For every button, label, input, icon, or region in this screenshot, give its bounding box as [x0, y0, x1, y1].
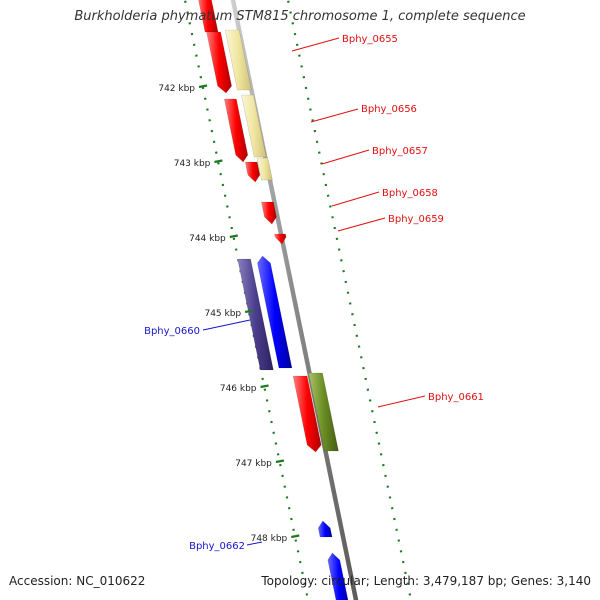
gene-labels: Bphy_0655 Bphy_0656 Bphy_0657 Bphy_0658 Bphy… [144, 34, 484, 552]
gene-features [198, 0, 350, 600]
tick-label: 747 kbp [235, 459, 272, 469]
backbone-line [230, 0, 359, 600]
gene-leader-line [377, 395, 426, 408]
summary-text: Topology: circular; Length: 3,479,187 bp… [261, 574, 591, 588]
gene-arrow-bphy-0659[interactable] [274, 233, 287, 245]
tick-mark [244, 309, 254, 314]
tick-mark [214, 159, 223, 164]
gene-arrow-bphy-0657[interactable] [244, 161, 261, 183]
gene-leader-line [321, 149, 370, 165]
tick-mark [291, 534, 300, 539]
gene-leader-line [337, 217, 386, 232]
dotted-ruler-lines [183, 0, 413, 600]
kbp-tick-marks: 742 kbp 743 kbp 744 kbp 745 kbp 746 kbp 747 k… [158, 84, 300, 544]
gene-leader-line [202, 319, 251, 331]
tick-label: 748 kbp [251, 534, 288, 544]
feature-bar-bphy-0660[interactable] [237, 258, 274, 371]
gene-arrow-bphy-0655[interactable] [206, 31, 232, 94]
gene-leader-line [331, 191, 380, 207]
gene-label-bphy-0660[interactable]: Bphy_0660 [144, 326, 200, 337]
tick-mark [275, 459, 285, 464]
gene-label-bphy-0656[interactable]: Bphy_0656 [361, 104, 417, 115]
tick-mark [260, 384, 269, 389]
tick-mark [229, 234, 238, 239]
accession-text: Accession: NC_010622 [9, 574, 146, 588]
feature-bar-bphy-0656[interactable] [241, 94, 267, 158]
chromosome-backbone [230, 0, 359, 600]
gene-label-bphy-0658[interactable]: Bphy_0658 [382, 188, 438, 199]
feature-bar-bphy-0655[interactable] [224, 29, 252, 91]
feature-bar-bphy-0661[interactable] [308, 372, 339, 452]
gene-arrow-bphy-0660[interactable] [257, 255, 293, 369]
ruler-line-outer [286, 0, 413, 600]
tick-label: 746 kbp [220, 384, 257, 394]
feature-bar-bphy-0657[interactable] [256, 157, 273, 181]
map-title: Burkholderia phymatum STM815 chromosome … [74, 9, 526, 24]
gene-arrow-bphy-0662a[interactable] [317, 520, 333, 538]
gene-label-bphy-0659[interactable]: Bphy_0659 [388, 214, 444, 225]
gene-leader-line [246, 541, 263, 546]
gene-arrow-bphy-0662b[interactable] [327, 552, 350, 600]
gene-label-bphy-0661[interactable]: Bphy_0661 [428, 392, 484, 403]
gene-arrow-bphy-0661[interactable] [292, 375, 322, 453]
gene-leader-line [291, 37, 340, 52]
gene-leader-line [310, 108, 359, 123]
tick-label: 745 kbp [204, 309, 241, 319]
gene-label-bphy-0657[interactable]: Bphy_0657 [372, 146, 428, 157]
gene-label-bphy-0662[interactable]: Bphy_0662 [189, 541, 245, 552]
tick-label: 743 kbp [174, 159, 211, 169]
tick-label: 744 kbp [189, 234, 226, 244]
gene-label-bphy-0655[interactable]: Bphy_0655 [342, 34, 398, 45]
tick-label: 742 kbp [158, 84, 195, 94]
gene-arrow-bphy-0656[interactable] [223, 98, 249, 163]
tick-mark [198, 84, 208, 89]
gene-arrow-bphy-0658[interactable] [261, 201, 277, 225]
